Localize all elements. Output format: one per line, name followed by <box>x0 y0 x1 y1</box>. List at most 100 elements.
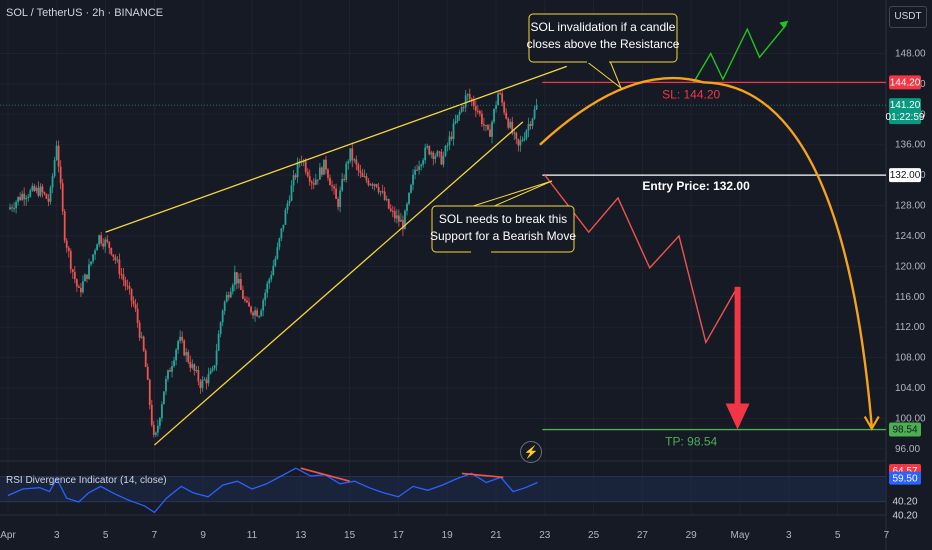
candle-body <box>102 243 105 247</box>
candle-body <box>353 159 356 161</box>
candle-body <box>215 350 218 366</box>
candle-body <box>144 350 147 367</box>
candle-body <box>173 360 175 366</box>
candle-body <box>201 379 204 389</box>
candle-body <box>51 176 54 188</box>
candle-body <box>347 161 350 164</box>
lightning-icon[interactable]: ⚡ <box>520 441 542 463</box>
candle-body <box>161 404 163 419</box>
time-tick-label: 25 <box>588 530 600 541</box>
chart-title: SOL / TetherUS · 2h · BINANCE <box>6 7 164 19</box>
candle-body <box>434 156 437 159</box>
candle-body <box>399 219 402 222</box>
current-price-badge-text: 141.20 <box>890 100 921 111</box>
candle-body <box>468 94 471 99</box>
candle-body <box>29 190 32 197</box>
candle-body <box>154 432 157 435</box>
candle-body <box>209 370 212 374</box>
candle-body <box>335 188 337 200</box>
candle-body <box>33 186 36 191</box>
candle-body <box>15 202 18 209</box>
candle-body <box>11 207 13 209</box>
candle-body <box>308 176 311 182</box>
candle-body <box>373 184 376 186</box>
chart-overlays: SL: 144.20 Entry Price: 132.00 TP: 98.54 <box>0 20 886 449</box>
candle-body <box>242 289 244 299</box>
candle-body <box>31 186 34 191</box>
candle-body <box>280 228 283 239</box>
candle-body <box>171 365 173 372</box>
candle-body <box>39 186 42 196</box>
candle-body <box>462 107 465 109</box>
chart-axes: 148.00144.00140.00136.00132.00128.00124.… <box>0 48 926 541</box>
candle-body <box>118 259 121 275</box>
time-tick-label: 13 <box>295 530 307 541</box>
time-tick-label: 17 <box>393 530 405 541</box>
candle-body <box>254 310 256 316</box>
support-callout-tail-mask <box>471 250 491 253</box>
candle-body <box>298 161 301 163</box>
candle-body <box>416 169 418 171</box>
candle-body <box>278 238 281 248</box>
candle-body <box>294 175 297 178</box>
bullish-arrowhead <box>779 20 789 29</box>
candle-body <box>497 93 499 106</box>
price-tick-label: 124.00 <box>895 231 926 242</box>
candle-body <box>75 279 78 287</box>
candle-body <box>485 125 487 127</box>
candle-body <box>61 183 64 212</box>
candle-body <box>387 199 390 209</box>
candle-body <box>446 145 449 147</box>
candle-body <box>167 370 169 380</box>
candle-body <box>450 136 453 140</box>
time-tick-label: 29 <box>686 530 698 541</box>
candle-body <box>517 138 520 146</box>
candle-body <box>288 200 291 204</box>
rsi-badge-value-text: 59.50 <box>892 474 917 485</box>
candle-body <box>436 151 439 157</box>
candle-body <box>331 185 333 187</box>
candle-body <box>55 145 58 160</box>
take-profit-label: TP: 98.54 <box>665 435 717 449</box>
time-tick-label: 5 <box>835 530 841 541</box>
candle-body <box>312 183 315 185</box>
candle-body <box>290 185 293 201</box>
rsi-line <box>7 467 538 514</box>
candle-body <box>535 105 538 110</box>
candle-body <box>525 130 528 139</box>
candle-body <box>493 108 495 122</box>
candle-body <box>476 110 479 112</box>
price-tick-label: 148.00 <box>895 48 926 59</box>
rsi-divergence-line-1 <box>300 467 350 482</box>
bearish-arrow-shaft <box>734 286 741 406</box>
candle-body <box>94 250 96 255</box>
candle-body <box>187 352 190 362</box>
price-tick-label: 128.00 <box>895 201 926 212</box>
candle-body <box>408 192 410 204</box>
candle-body <box>359 170 362 173</box>
candle-body <box>292 175 295 186</box>
candle-body <box>272 265 275 276</box>
candle-body <box>412 174 414 185</box>
price-tick-label: 116.00 <box>895 292 925 303</box>
candle-body <box>71 269 74 273</box>
entry-price-badge-bg <box>889 168 921 183</box>
candle-body <box>82 281 84 293</box>
candle-body <box>318 167 321 180</box>
candle-body <box>480 113 483 125</box>
candle-body <box>420 164 423 167</box>
candle-body <box>47 198 50 202</box>
currency-button[interactable]: USDT <box>889 6 927 28</box>
current-price-badge-text: 01:22:59 <box>886 112 925 123</box>
candle-body <box>233 272 236 285</box>
candle-body <box>264 292 267 301</box>
sl-price-badge-bg <box>889 75 921 90</box>
price-tick-label: 104.00 <box>895 383 926 394</box>
candle-body <box>343 179 346 181</box>
candle-body <box>274 258 277 266</box>
candle-body <box>106 239 109 242</box>
candle-body <box>92 254 94 262</box>
candle-body <box>142 336 145 351</box>
candle-body <box>45 194 48 199</box>
